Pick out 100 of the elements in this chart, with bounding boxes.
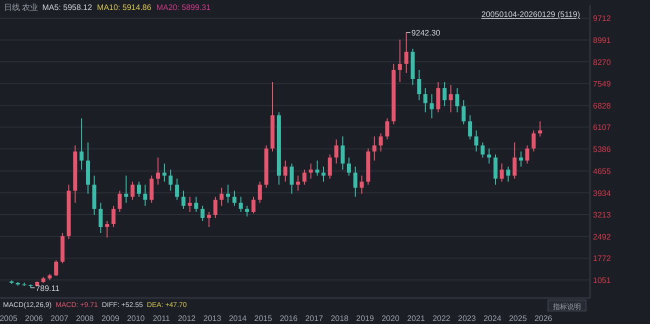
annotation: 789.11: [36, 284, 60, 293]
x-tick-label: 2023: [458, 314, 476, 323]
candlestick: [258, 181, 262, 204]
candlestick: [150, 175, 154, 204]
candlestick: [512, 142, 517, 180]
candlestick: [220, 187, 224, 206]
x-tick-label: 2021: [407, 314, 426, 323]
candlestick: [506, 166, 510, 182]
candlestick: [315, 160, 320, 176]
candlestick: [251, 196, 256, 214]
candlestick: [487, 148, 492, 164]
candlestick: [340, 136, 345, 170]
x-tick-label: 2005: [0, 314, 18, 323]
candlestick: [372, 136, 376, 162]
candlestick: [423, 88, 428, 113]
candlestick: [417, 69, 422, 101]
candlestick: [321, 166, 326, 182]
candlestick: [296, 175, 300, 192]
candlestick: [308, 163, 313, 180]
y-tick-label: 1051: [593, 276, 612, 285]
x-tick-label: 2012: [178, 314, 196, 323]
candlestick: [436, 82, 440, 113]
y-tick-label: 2492: [593, 232, 612, 242]
x-tick-label: 2020: [382, 314, 400, 323]
candlestick: [98, 202, 103, 234]
x-tick-label: 2018: [330, 314, 350, 323]
candlestick: [162, 163, 166, 182]
y-tick-label: 8991: [593, 36, 612, 46]
candlestick: [112, 205, 116, 228]
x-tick-label: 2025: [509, 314, 528, 323]
x-tick-label: 2007: [50, 314, 69, 323]
annotation: 9242.30: [411, 28, 441, 38]
candlestick: [213, 196, 218, 218]
candlestick: [353, 166, 358, 198]
candlestick: [532, 130, 536, 152]
y-tick-label: 8270: [593, 58, 612, 67]
candlestick: [538, 120, 542, 137]
annotation: MA5: 5958.12: [42, 3, 93, 12]
x-tick-label: 2017: [305, 314, 324, 323]
candlestick: [80, 118, 84, 170]
candlestick: [360, 175, 364, 194]
annotation: MA20: 5899.31: [156, 3, 212, 12]
x-tick-label: 2026: [534, 314, 553, 323]
candlestick: [290, 163, 294, 194]
candlestick: [238, 196, 243, 212]
y-tick-label: 4655: [593, 166, 612, 176]
candlestick: [130, 181, 135, 200]
candlestick: [232, 190, 236, 206]
candlestick: [398, 39, 402, 83]
candlestick: [136, 181, 141, 198]
candlestick: [378, 132, 383, 152]
candlestick: [404, 32, 408, 74]
candlestick: [462, 100, 466, 125]
y-tick-label: 7549: [593, 80, 612, 89]
candlestick: [168, 169, 173, 192]
candlestick: [302, 169, 306, 186]
x-tick-label: 2022: [432, 314, 451, 323]
candlestick: [346, 157, 351, 176]
x-tick-label: 2006: [25, 314, 44, 323]
candlestick: [200, 205, 205, 222]
x-tick-label: 2019: [356, 314, 374, 323]
x-tick-label: 2015: [254, 314, 273, 323]
y-tick-label: 9712: [593, 14, 612, 24]
candlestick: [156, 157, 160, 186]
candlestick: [245, 205, 250, 217]
annotation: 20050104-20260129 (5119): [481, 10, 580, 19]
chart-title: 日线 农业: [4, 3, 38, 12]
x-tick-label: 2014: [228, 314, 248, 323]
y-tick-label: 1772: [593, 254, 612, 264]
candlestick: [430, 94, 434, 119]
candlestick: [118, 190, 122, 212]
candlestick: [525, 144, 530, 164]
candlestick: [480, 142, 485, 158]
candlestick: [105, 220, 110, 238]
candlestick: [455, 88, 460, 113]
y-tick-label: 5386: [593, 144, 612, 154]
candlestick: [143, 184, 148, 206]
candlestick: [206, 211, 211, 228]
y-tick-label: 6107: [593, 123, 612, 132]
candlestick: [124, 175, 128, 204]
candlestick: [226, 184, 230, 204]
x-tick-label: 2013: [203, 314, 222, 323]
x-tick-label: 2011: [152, 314, 170, 323]
candlestick: [519, 151, 524, 168]
x-tick-label: 2008: [76, 314, 94, 323]
y-tick-label: 3213: [593, 210, 612, 220]
candlestick: [442, 82, 447, 107]
candlestick: [181, 190, 186, 210]
annotation: MA10: 5914.86: [97, 3, 152, 12]
candlestick: [474, 130, 478, 152]
candlestick: [54, 260, 58, 276]
y-tick-label: 3934: [593, 188, 612, 198]
candlestick: [194, 196, 198, 212]
candlestick: [188, 196, 192, 212]
candlestick: [500, 163, 504, 182]
x-tick-label: 2024: [483, 314, 502, 323]
candlestick: [448, 84, 453, 113]
candlestick: [283, 160, 288, 182]
candlestick: [494, 154, 498, 186]
candlestick: [334, 138, 338, 164]
